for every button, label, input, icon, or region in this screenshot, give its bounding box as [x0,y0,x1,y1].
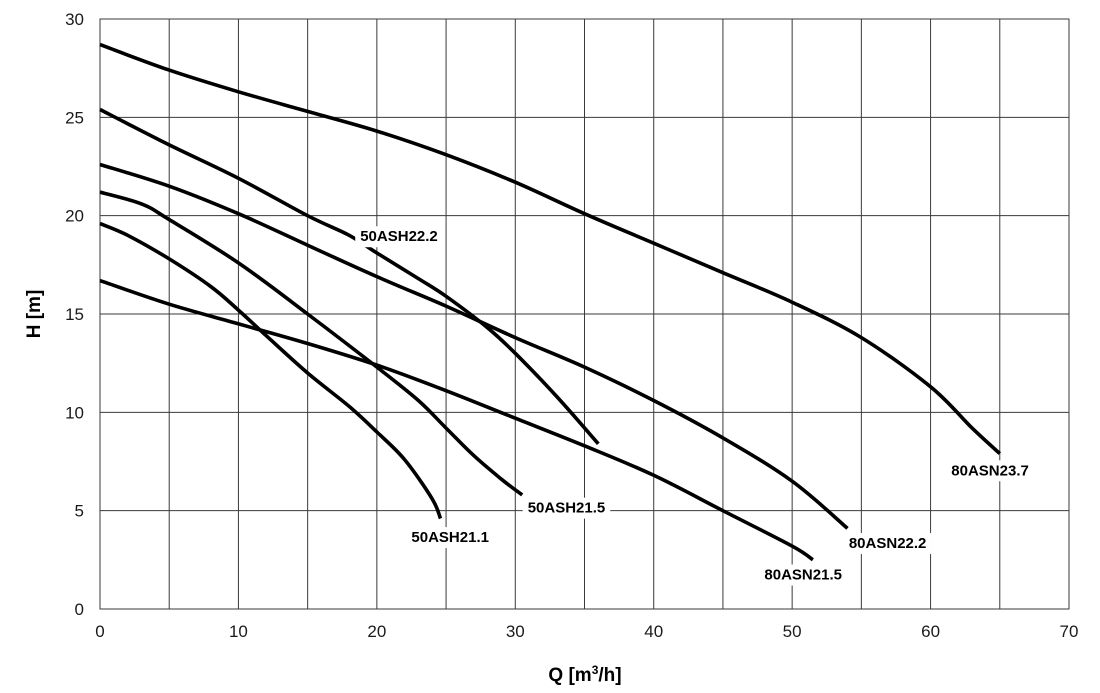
curve-label-text: 50ASH21.5 [528,500,606,517]
curve-label-background [406,527,494,549]
x-tick-label: 0 [95,622,104,641]
x-tick-label: 60 [921,622,940,641]
curve-label-background [946,460,1034,482]
curves [99,42,1002,562]
curve-50ash21-5 [99,190,524,497]
curve-80asn23-7 [99,42,1002,455]
x-axis-title: Q [m3/h] [548,663,621,686]
curve-label-text: 80ASN23.7 [951,462,1029,479]
curve-50ash21-1 [99,221,443,520]
x-tick-label: 10 [229,622,248,641]
curve-label-background [522,497,611,519]
curve-labels: 50ASH22.2 50ASH21.1 50ASH21.5 80ASN21.5 80AS… [355,226,1034,586]
y-tick-label: 0 [75,600,84,619]
curve-label-text: 50ASH22.2 [360,228,438,245]
y-tick-label: 15 [65,305,84,324]
x-tick-label: 50 [783,622,802,641]
curve-80asn21-5 [99,278,814,562]
y-tick-label: 30 [65,10,84,29]
curve-50ash22-2 [99,107,600,445]
curve-label-80asn21-5: 80ASN21.5 [759,564,847,586]
curve-label-background [843,533,932,555]
curve-label-background [355,226,443,248]
curve-label-50ash21-5: 50ASH21.5 [522,497,611,519]
curve-label-background [759,564,847,586]
plot-frame [99,18,1070,610]
x-tick-label: 40 [644,622,663,641]
curve-80asn22-2 [99,162,849,530]
curve-label-text: 80ASN21.5 [764,567,842,584]
curve-label-80asn22-2: 80ASN22.2 [843,533,932,555]
curve-label-50ash22-2: 50ASH22.2 [355,226,443,248]
curve-label-50ash21-1: 50ASH21.1 [406,527,494,549]
tick-labels: 0 10 20 30 40 50 60 70 0 5 10 15 20 25 30 [65,10,1078,641]
y-tick-label: 25 [65,108,84,127]
curve-label-text: 50ASH21.1 [411,529,489,546]
y-tick-label: 20 [65,207,84,226]
x-tick-label: 70 [1060,622,1079,641]
y-axis-title: H [m] [24,290,45,339]
y-tick-label: 10 [65,403,84,422]
y-tick-label: 5 [75,502,84,521]
x-tick-label: 20 [367,622,386,641]
curve-label-80asn23-7: 80ASN23.7 [946,460,1034,482]
x-tick-label: 30 [506,622,525,641]
curve-label-text: 80ASN22.2 [849,535,927,552]
